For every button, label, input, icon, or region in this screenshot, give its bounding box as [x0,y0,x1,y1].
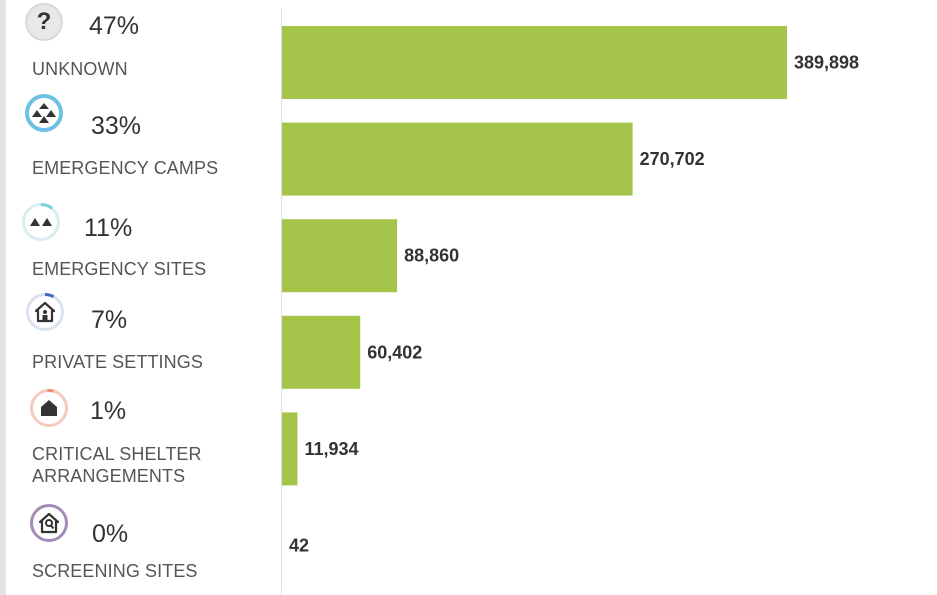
legend-percent: 1% [90,397,127,425]
house-search-icon [30,504,68,542]
bar-value-label: 389,898 [794,53,859,73]
legend-item-emergency-camps: 33% EMERGENCY CAMPS [0,90,270,190]
legend-percent: 33% [91,112,142,140]
legend-item-emergency-sites: 11% EMERGENCY SITES [0,195,270,290]
bar-critical-shelter-arrangements [282,412,298,486]
house-person-icon [26,293,64,331]
question-icon: ? [25,3,63,41]
category-axis-line [281,8,282,595]
bar-emergency-camps [282,122,633,196]
legend-item-critical-shelter-arrangements: 1% CRITICAL SHELTER ARRANGEMENTS [0,385,270,495]
bar-value-label: 42 [289,536,309,556]
legend-percent: 0% [92,520,129,548]
bar-value-label: 88,860 [404,246,459,266]
bar-emergency-sites [282,219,398,293]
legend-label: UNKNOWN [32,59,128,79]
legend-label-line-2: ARRANGEMENTS [32,466,186,486]
bar-unknown [282,26,787,99]
camps-icon [25,94,63,132]
legend-percent: 47% [89,12,140,40]
bar-value-label: 270,702 [640,149,705,169]
bar-value-label: 11,934 [304,439,358,459]
legend-label: EMERGENCY CAMPS [32,158,219,178]
legend-percent: 11% [84,214,133,242]
legend-item-unknown: ? 47% UNKNOWN [0,0,270,90]
left-edge-strip [0,0,6,595]
legend-label: SCREENING SITES [32,561,198,581]
shelter-icon [30,389,68,427]
legend-item-screening-sites: 0% SCREENING SITES [0,498,270,595]
bar-value-label: 60,402 [367,342,422,362]
tents-icon [22,203,60,241]
legend-item-private-settings: 7% PRIVATE SETTINGS [0,290,270,385]
legend-label-line-1: CRITICAL SHELTER [32,444,202,464]
legend-percent: 7% [91,306,128,334]
bar-private-settings [282,315,361,389]
legend-label: EMERGENCY SITES [32,259,207,279]
legend-label: PRIVATE SETTINGS [32,352,203,372]
